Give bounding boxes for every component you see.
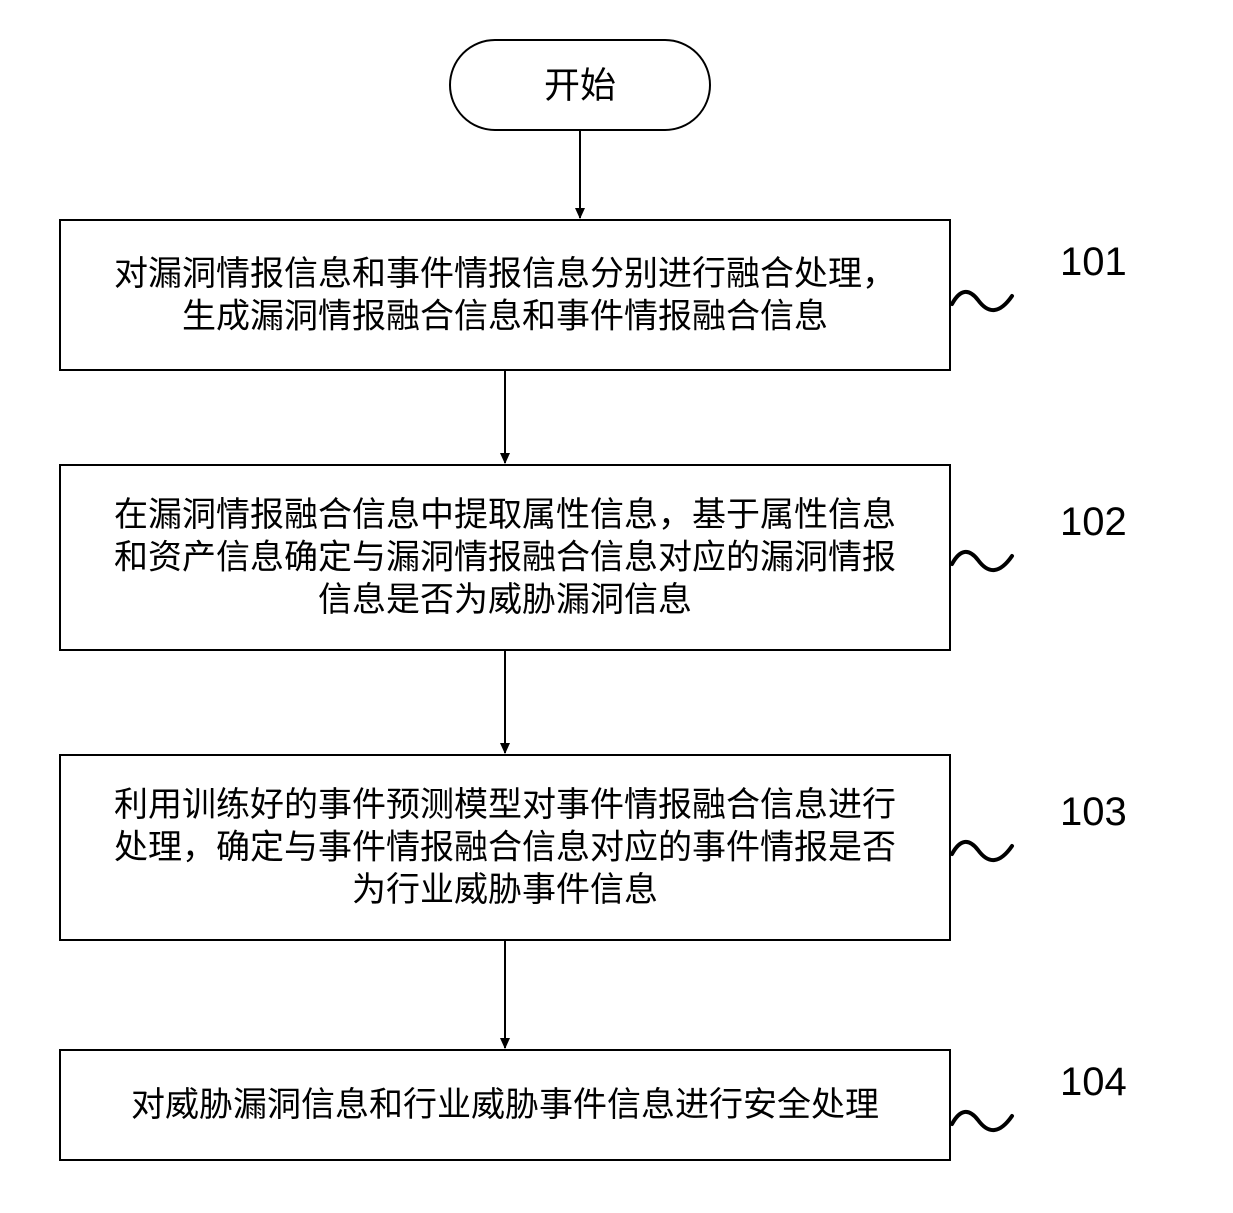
step-text-102-0: 在漏洞情报融合信息中提取属性信息，基于属性信息 bbox=[114, 496, 896, 534]
step-ref-mark-104 bbox=[952, 1112, 1012, 1130]
step-number-103: 103 bbox=[1060, 790, 1127, 834]
step-number-104: 104 bbox=[1060, 1060, 1127, 1104]
step-number-101: 101 bbox=[1060, 240, 1127, 284]
step-ref-mark-102 bbox=[952, 552, 1012, 570]
step-ref-mark-103 bbox=[952, 842, 1012, 860]
step-number-102: 102 bbox=[1060, 500, 1127, 544]
step-text-101-1: 生成漏洞情报融合信息和事件情报融合信息 bbox=[182, 297, 828, 335]
flowchart-canvas: 开始对漏洞情报信息和事件情报信息分别进行融合处理， 生成漏洞情报融合信息和事件情报… bbox=[0, 0, 1233, 1213]
step-text-101-0: 对漏洞情报信息和事件情报信息分别进行融合处理， bbox=[114, 255, 896, 293]
start-label: 开始 bbox=[544, 65, 616, 106]
step-ref-mark-101 bbox=[952, 292, 1012, 310]
step-text-103-2: 为行业威胁事件信息 bbox=[352, 871, 658, 909]
step-text-102-1: 和资产信息确定与漏洞情报融合信息对应的漏洞情报 bbox=[114, 539, 896, 577]
step-text-103-1: 处理，确定与事件情报融合信息对应的事件情报是否 bbox=[114, 829, 896, 867]
step-text-103-0: 利用训练好的事件预测模型对事件情报融合信息进行 bbox=[114, 786, 896, 824]
step-text-104-0: 对威胁漏洞信息和行业威胁事件信息进行安全处理 bbox=[131, 1086, 879, 1124]
step-box-101 bbox=[60, 220, 950, 370]
step-text-102-2: 信息是否为威胁漏洞信息 bbox=[318, 581, 692, 619]
